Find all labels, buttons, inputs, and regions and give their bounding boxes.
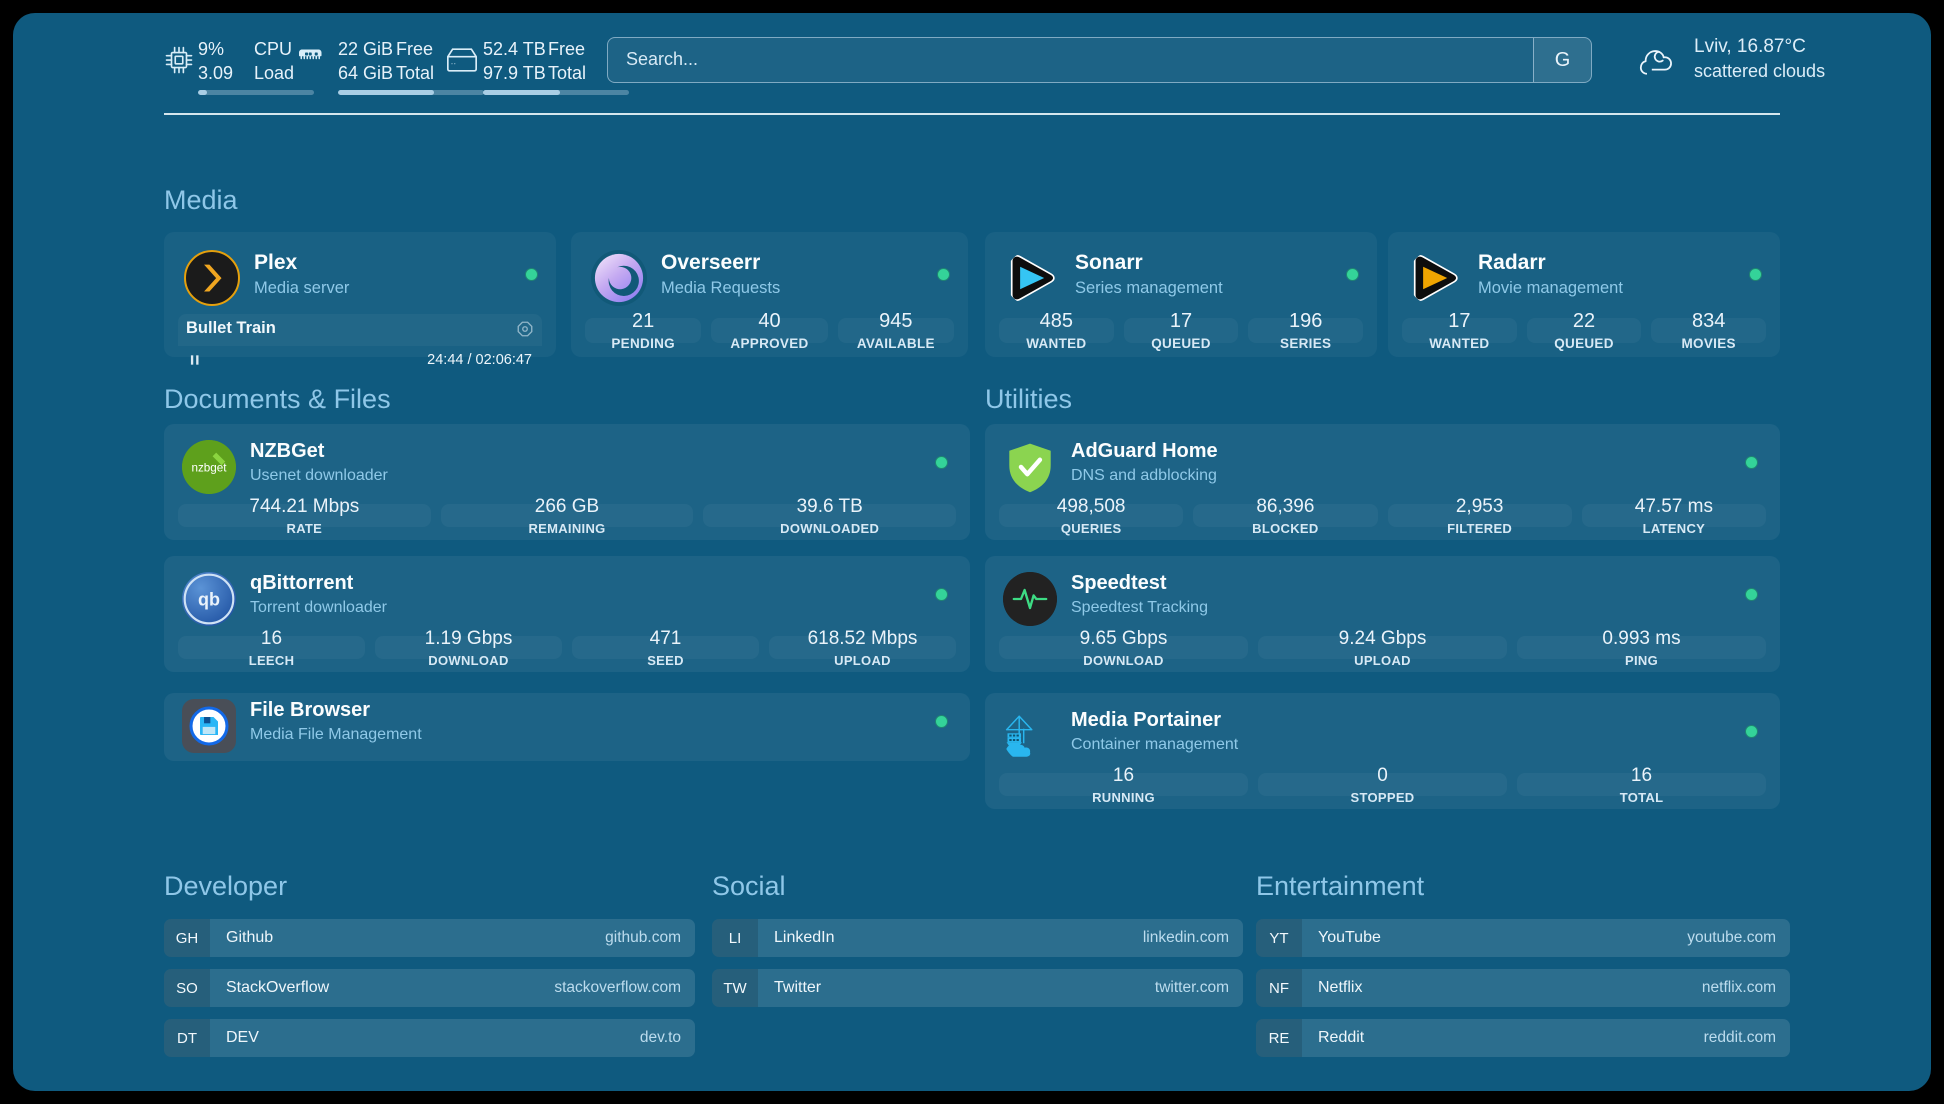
svg-text:nzbget: nzbget	[191, 462, 227, 475]
svg-text:qb: qb	[198, 589, 220, 609]
